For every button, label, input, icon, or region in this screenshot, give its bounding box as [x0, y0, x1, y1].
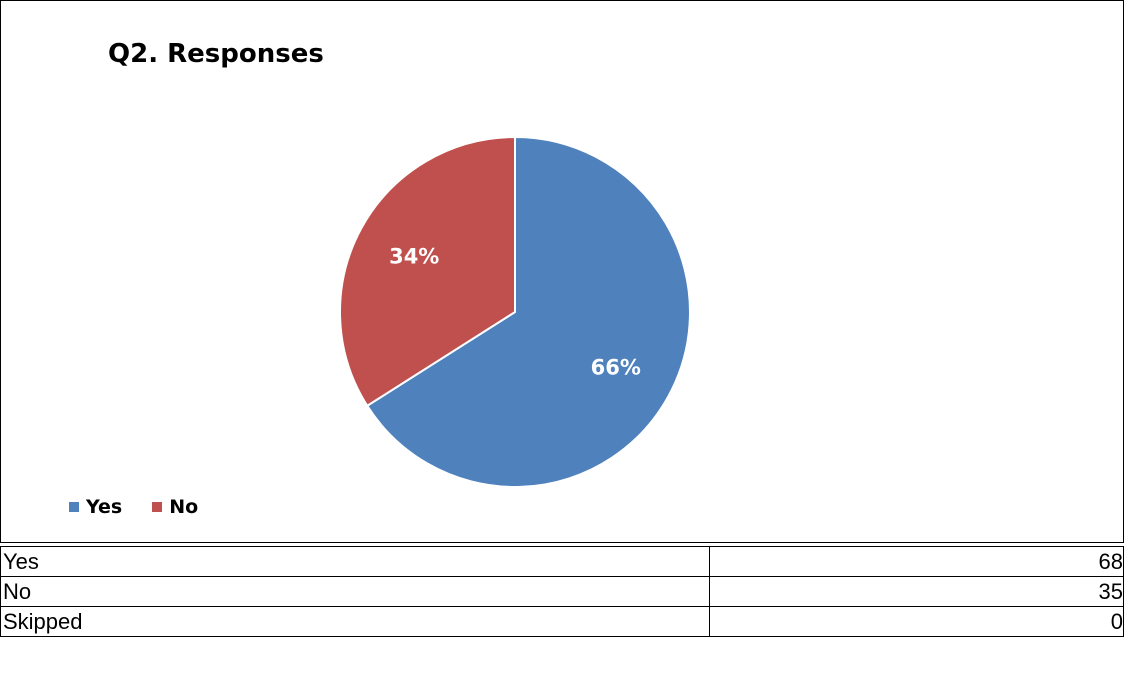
row-value: 68	[709, 546, 1124, 577]
chart-legend: Yes No	[69, 496, 198, 518]
responses-table: Yes 68 No 35 Skipped 0	[0, 546, 1124, 637]
legend-label-yes: Yes	[86, 496, 123, 518]
chart-area: Q2. Responses 66% 34% Yes No	[0, 0, 1124, 543]
pie-slice-no	[339, 135, 516, 408]
legend-item-yes: Yes	[69, 496, 122, 518]
legend-swatch-yes	[69, 502, 79, 512]
row-value: 0	[709, 606, 1124, 637]
table-row: Skipped 0	[0, 606, 1124, 637]
legend-label-no: No	[169, 496, 199, 518]
chart-title: Q2. Responses	[108, 39, 324, 69]
pie-data-label-yes: 66%	[591, 355, 641, 379]
legend-item-no: No	[152, 496, 198, 518]
row-value: 35	[709, 576, 1124, 607]
row-label: Skipped	[0, 606, 710, 637]
row-label: Yes	[0, 546, 710, 577]
table-row: Yes 68	[0, 546, 1124, 577]
pie-data-label-no: 34%	[389, 245, 439, 269]
row-label: No	[0, 576, 710, 607]
pie-slice-yes	[365, 135, 691, 488]
legend-swatch-no	[152, 502, 163, 512]
table-row: No 35	[0, 576, 1124, 607]
pie-chart: 66% 34%	[339, 135, 691, 488]
